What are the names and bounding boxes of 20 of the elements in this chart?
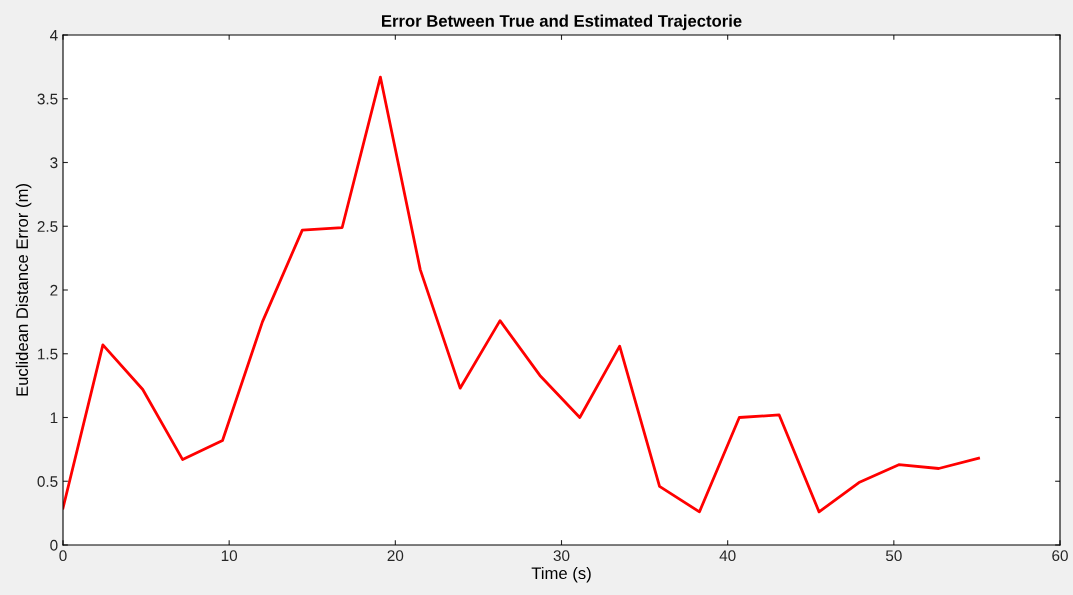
y-tick-label: 1 xyxy=(50,412,58,424)
line-series xyxy=(63,75,980,514)
x-tick-label: 60 xyxy=(1052,550,1068,562)
y-axis-title: Euclidean Distance Error (m) xyxy=(15,184,32,396)
x-axis-title: Time (s) xyxy=(531,566,591,583)
y-tick-label: 0.5 xyxy=(37,476,58,487)
y-tick-label: 3.5 xyxy=(37,93,58,105)
y-tick-label: 2.5 xyxy=(37,221,58,232)
x-tick-label: 20 xyxy=(387,550,404,562)
y-tick-label: 3 xyxy=(50,157,58,169)
y-tick-label: 0 xyxy=(50,539,58,551)
x-tick-label: 50 xyxy=(885,550,902,562)
chart-title: Error Between True and Estimated Trajectorie xyxy=(382,14,742,31)
x-tick-label: 30 xyxy=(553,550,570,562)
x-tick-label: 0 xyxy=(59,550,67,562)
y-tick-label: 4 xyxy=(49,30,58,41)
y-tick-label: 2 xyxy=(50,284,58,296)
x-tick-label: 10 xyxy=(221,550,238,562)
y-tick-label: 1.5 xyxy=(38,348,58,360)
x-tick-label: 40 xyxy=(719,550,736,562)
